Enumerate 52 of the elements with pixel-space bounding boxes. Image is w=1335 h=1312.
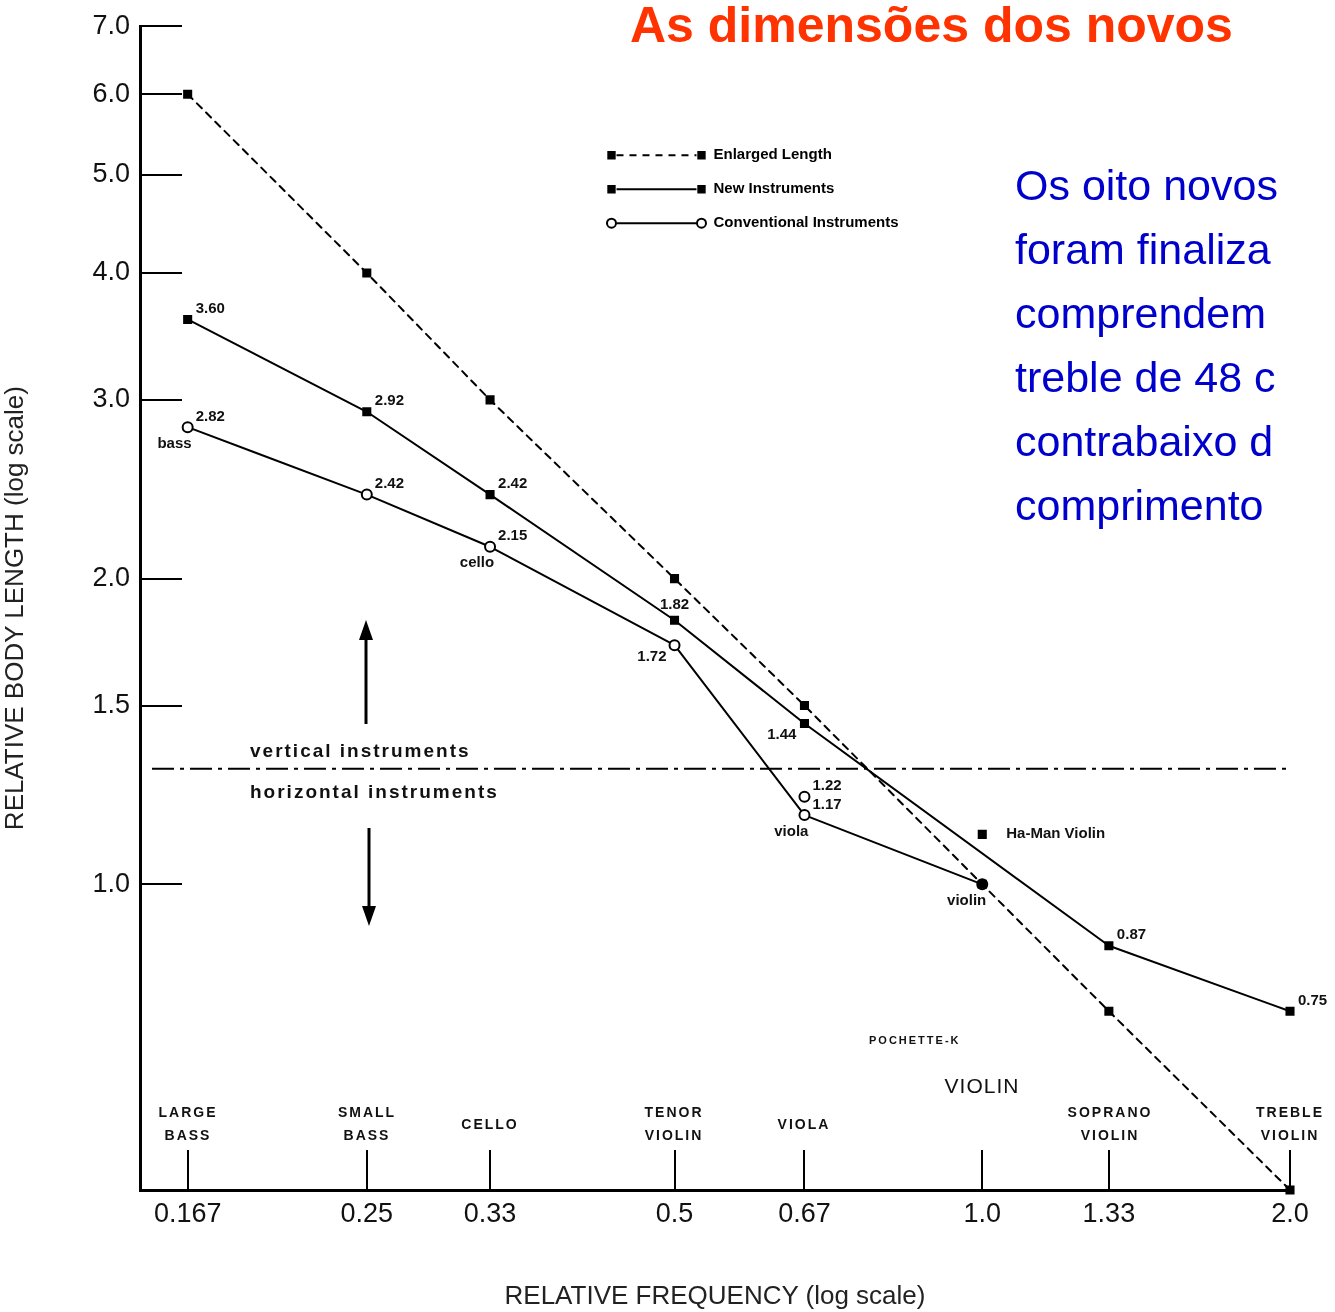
data-label: 2.42 bbox=[498, 474, 528, 492]
annotation: SMALL BASS bbox=[337, 1103, 397, 1145]
x-tick-label: 1.0 bbox=[963, 1197, 1002, 1228]
series-label: Ha-Man Violin bbox=[1006, 824, 1106, 842]
legend-label: New Instruments bbox=[713, 179, 835, 197]
data-label: 3.60 bbox=[195, 299, 225, 317]
data-label: 2.42 bbox=[374, 474, 404, 492]
y-tick-label: 1.0 bbox=[92, 867, 130, 898]
data-label: 0.75 bbox=[1298, 990, 1328, 1008]
y-tick-label: 5.0 bbox=[92, 158, 130, 189]
y-tick-label: 3.0 bbox=[92, 383, 130, 414]
annotation: CELLO bbox=[461, 1114, 519, 1134]
annotation: VIOLA bbox=[777, 1114, 831, 1134]
x-tick-label: 0.25 bbox=[340, 1197, 394, 1228]
annotation: SOPRANO VIOLIN bbox=[1067, 1103, 1153, 1145]
data-label: 1.44 bbox=[767, 725, 798, 743]
annotation: cello bbox=[459, 553, 495, 571]
y-tick-label: 6.0 bbox=[92, 77, 130, 108]
annotation: Os oito novos foram finaliza comprendem treble de 48 c contrabaixo d comprimento bbox=[1015, 160, 1278, 531]
annotation: VIOLIN bbox=[944, 1074, 1020, 1098]
annotation: TREBLE VIOLIN bbox=[1256, 1103, 1324, 1145]
chart-title: As dimensões dos novos bbox=[630, 0, 1233, 54]
y-tick-label: 2.0 bbox=[92, 562, 130, 593]
annotation: POCHETTE-K bbox=[869, 1034, 961, 1046]
x-tick-label: 0.33 bbox=[463, 1197, 517, 1228]
annotation: LARGE BASS bbox=[158, 1103, 218, 1145]
x-tick-label: 0.67 bbox=[778, 1197, 831, 1228]
x-tick-label: 0.167 bbox=[153, 1197, 222, 1228]
x-tick-label: 0.5 bbox=[655, 1197, 694, 1228]
data-label: 1.82 bbox=[659, 594, 690, 612]
x-tick-label: 2.0 bbox=[1271, 1197, 1309, 1228]
y-tick-label: 7.0 bbox=[92, 9, 130, 40]
y-axis-title: RELATIVE BODY LENGTH (log scale) bbox=[0, 386, 29, 831]
data-label: 2.82 bbox=[195, 406, 225, 424]
y-tick-label: 1.5 bbox=[92, 688, 130, 719]
data-label: 1.22 bbox=[812, 776, 842, 794]
annotation: bass bbox=[157, 433, 192, 451]
annotation: TENOR VIOLIN bbox=[644, 1103, 704, 1145]
annotation: vertical instruments bbox=[250, 740, 471, 762]
legend-label: Enlarged Length bbox=[713, 145, 832, 163]
annotation: horizontal instruments bbox=[250, 781, 499, 803]
legend-label: Conventional Instruments bbox=[713, 213, 899, 231]
data-label: 1.17 bbox=[812, 794, 842, 812]
data-label: 2.15 bbox=[498, 526, 528, 544]
annotation: viola bbox=[774, 821, 810, 839]
data-label: 1.72 bbox=[637, 646, 667, 664]
data-label: 2.92 bbox=[374, 391, 404, 409]
data-label: 0.87 bbox=[1116, 925, 1147, 943]
x-axis-title: RELATIVE FREQUENCY (log scale) bbox=[504, 1279, 926, 1310]
annotation: violin bbox=[947, 890, 987, 908]
y-tick-label: 4.0 bbox=[92, 256, 130, 287]
x-tick-label: 1.33 bbox=[1082, 1197, 1136, 1228]
